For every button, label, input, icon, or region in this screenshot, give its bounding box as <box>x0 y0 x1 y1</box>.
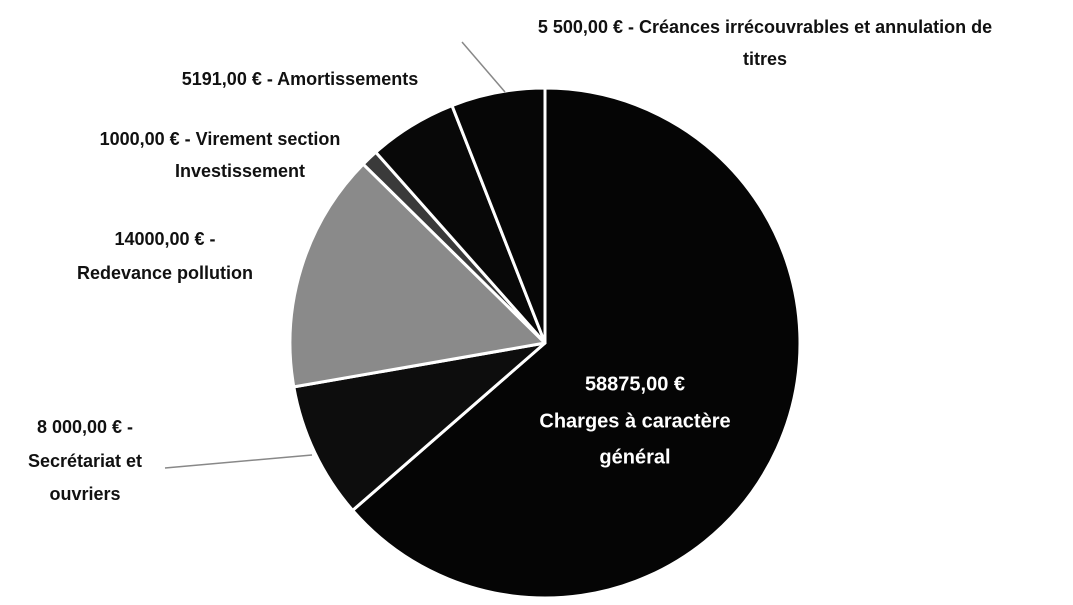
data-label: Investissement <box>175 161 305 181</box>
data-label: Secrétariat et <box>28 451 142 471</box>
data-label: Charges à caractère <box>539 410 730 432</box>
data-label: 8 000,00 € - <box>37 417 133 437</box>
data-label: 58875,00 € <box>585 373 685 395</box>
pie-slice <box>450 86 547 345</box>
pie-slice <box>292 341 547 512</box>
data-label: général <box>599 446 670 468</box>
leader-line <box>164 454 313 469</box>
data-label: ouvriers <box>49 484 120 504</box>
data-label: 5 500,00 € - Créances irrécouvrables et … <box>538 17 992 37</box>
pie-slice <box>351 86 802 600</box>
data-label: Redevance pollution <box>77 263 253 283</box>
leader-line <box>461 41 506 93</box>
data-label: 1000,00 € - Virement section <box>100 129 341 149</box>
pie-slice <box>288 162 547 389</box>
data-label: 5191,00 € - Amortissements <box>182 69 418 89</box>
data-label: titres <box>743 49 787 69</box>
pie <box>288 86 802 600</box>
data-label: 14000,00 € - <box>114 229 215 249</box>
labels: 58875,00 € Charges à caractère général 8 00… <box>28 17 992 504</box>
